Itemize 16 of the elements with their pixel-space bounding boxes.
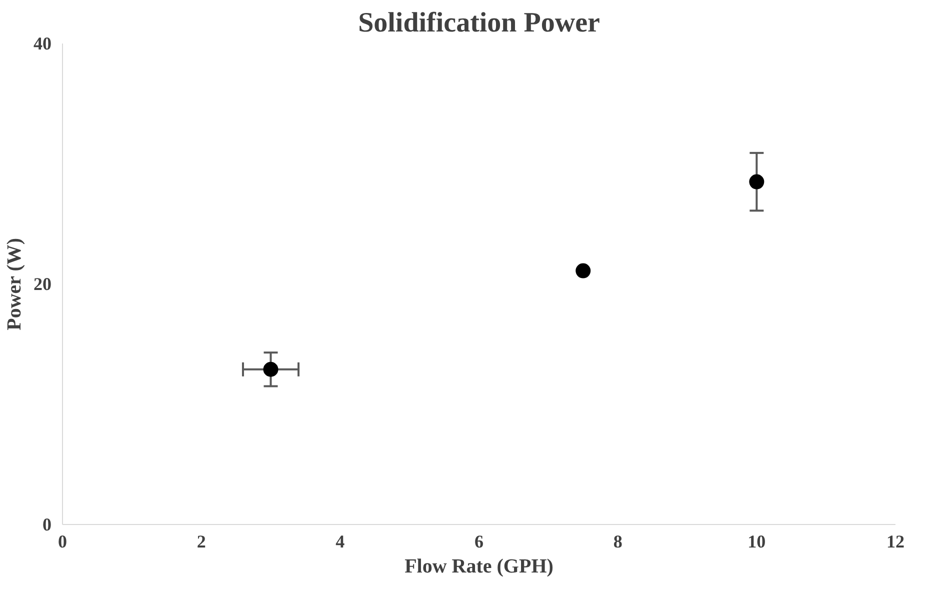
y-tick-label: 20 bbox=[34, 274, 52, 294]
y-tick-label: 40 bbox=[34, 34, 52, 54]
point bbox=[263, 362, 278, 377]
x-tick-label: 6 bbox=[474, 532, 484, 552]
point bbox=[576, 263, 591, 278]
x-tick-label: 4 bbox=[336, 532, 345, 552]
x-tick-label: 0 bbox=[58, 532, 67, 552]
x-tick-label: 2 bbox=[196, 532, 206, 552]
chart-title: Solidification Power bbox=[358, 8, 600, 38]
x-tick-label: 8 bbox=[613, 532, 622, 552]
x-tick-label: 10 bbox=[748, 532, 766, 552]
point bbox=[749, 174, 764, 190]
y-axis-title: Power (W) bbox=[4, 238, 26, 330]
x-tick-label: 12 bbox=[886, 532, 904, 552]
x-axis-title: Flow Rate (GPH) bbox=[404, 556, 554, 578]
y-tick-label: 0 bbox=[42, 514, 52, 534]
